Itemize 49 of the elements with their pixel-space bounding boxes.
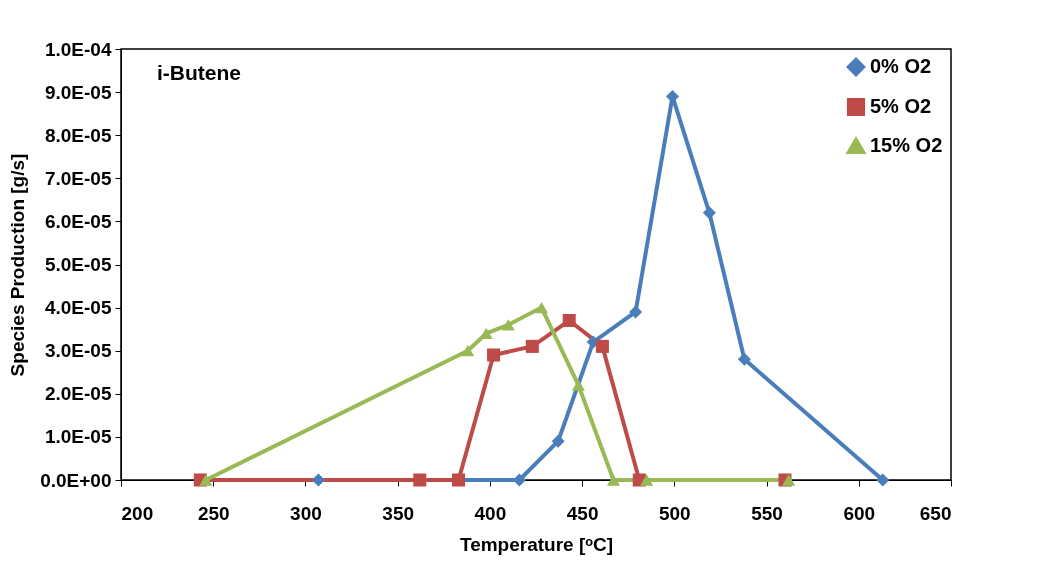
legend-label: 15% O2 [870, 134, 943, 156]
point [665, 89, 680, 103]
point [606, 474, 620, 486]
point [452, 473, 466, 487]
x-axis-title: Temperature [ᵒC] [459, 533, 614, 555]
point [199, 474, 213, 486]
text: i-Butene [157, 61, 241, 84]
point [487, 348, 501, 362]
x-tick-label: 600 [843, 502, 876, 524]
y-tick-label: 7.0E-05 [44, 167, 112, 189]
legend-label: 0% O2 [870, 55, 932, 77]
y-tick-label: 8.0E-05 [44, 124, 112, 146]
x-tick-label: 450 [566, 502, 599, 524]
y-tick-label: 1.0E-04 [44, 38, 112, 60]
y-tick-label: 0.0E+00 [40, 469, 112, 491]
point [461, 345, 475, 357]
point [595, 339, 609, 353]
point [640, 474, 654, 486]
point [501, 319, 515, 331]
point [525, 339, 539, 353]
x-tick-label: 300 [290, 502, 322, 524]
point [562, 314, 576, 328]
y-tick-label: 5.0E-05 [44, 254, 112, 275]
point [702, 206, 716, 220]
x-tick-label: 250 [197, 502, 230, 524]
point [571, 379, 585, 391]
x-tick-label: 400 [474, 502, 507, 524]
point [413, 473, 427, 487]
legend-label: 5% O2 [870, 95, 932, 117]
point [311, 473, 325, 487]
y-tick-label: 1.0E-05 [44, 426, 112, 448]
y-tick-label: 2.0E-05 [44, 383, 112, 405]
y-tick-label: 9.0E-05 [44, 81, 112, 103]
x-tick-label: 650 [919, 502, 952, 524]
y-tick-label: 3.0E-05 [44, 340, 112, 362]
x-tick-label: 200 [121, 502, 154, 524]
point [551, 434, 565, 448]
x-tick-label: 500 [658, 502, 691, 524]
point [535, 301, 549, 314]
point [479, 327, 493, 340]
x-tick-label: 550 [751, 502, 783, 524]
point [629, 305, 643, 319]
point [876, 473, 890, 487]
y-tick-label: 4.0E-05 [44, 297, 112, 319]
y-axis-title: Species Production [g/s] [7, 153, 29, 377]
x-tick-label: 350 [382, 502, 415, 524]
point [782, 474, 796, 486]
point [737, 352, 751, 366]
y-tick-label: 6.0E-05 [44, 210, 112, 232]
